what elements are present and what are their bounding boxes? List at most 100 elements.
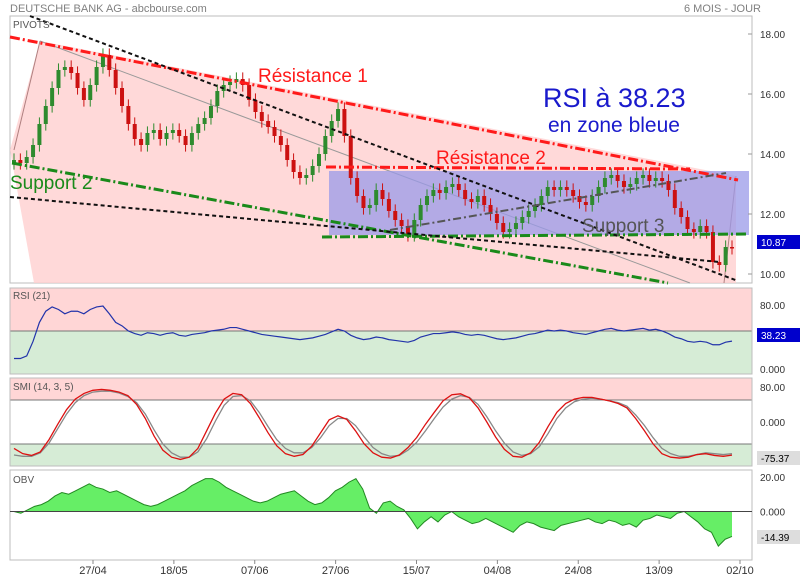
candle-body (177, 130, 182, 136)
smi-fast-line (13, 388, 733, 461)
rsi-panel: 80.00 0.000 RSI (21) 38.23 (9, 287, 800, 376)
candle-body (399, 220, 404, 226)
candle-body (291, 160, 296, 172)
candle-body (18, 160, 23, 163)
candle-body (208, 106, 213, 118)
candle-body (469, 199, 474, 202)
candle-body (272, 127, 277, 136)
candle-body (583, 202, 588, 205)
candle-body (189, 133, 194, 145)
x-tick-label: 07/06 (241, 565, 269, 577)
candle-body (564, 187, 569, 190)
x-tick-label: 27/04 (79, 565, 107, 577)
candle-body (94, 67, 99, 85)
candle-body (393, 211, 398, 220)
candle-body (310, 166, 315, 175)
candle-body (615, 175, 620, 181)
candle-body (621, 181, 626, 187)
candle-body (145, 133, 150, 145)
smi-oversold-zone (10, 444, 752, 466)
candle-body (164, 133, 169, 139)
candle-body (120, 88, 125, 106)
candle-body (278, 136, 283, 145)
candle-body (704, 226, 709, 232)
price-panel-label: PIVOTS (13, 20, 50, 31)
candle-body (113, 70, 118, 88)
candle-body (450, 184, 455, 187)
candle-body (418, 205, 423, 220)
candle-body (552, 187, 557, 190)
candle-body (367, 205, 372, 208)
candle-body (634, 178, 639, 184)
candle-body (717, 262, 722, 265)
smi-tick-label: 80.00 (760, 383, 785, 394)
rsi-tick-label: 0.000 (760, 365, 785, 376)
candle-body (348, 136, 353, 178)
rsi-last-value: 38.23 (761, 331, 786, 342)
obv-tick-label: 20.00 (760, 473, 785, 484)
obv-line (13, 478, 733, 548)
rsi-line (14, 305, 733, 360)
candle-body (628, 184, 633, 187)
candle-body (342, 109, 347, 136)
price-tick-label: 10.00 (760, 270, 785, 281)
channel-mid-line (39, 40, 691, 284)
rsi-frame (9, 287, 753, 375)
annotation-support-2: Support 2 (10, 173, 92, 194)
annotation-resistance-1: Résistance 1 (258, 66, 368, 87)
candle-body (685, 217, 690, 229)
candle-body (316, 154, 321, 166)
smi-tick-label: 0.000 (760, 418, 785, 429)
price-tick-label: 12.00 (760, 210, 785, 221)
candle-body (520, 217, 525, 223)
candle-body (81, 88, 86, 100)
candle-body (602, 178, 607, 187)
smi-last-value: -75.37 (761, 454, 790, 465)
candle-body (329, 121, 334, 136)
candle-body (336, 109, 341, 121)
candle-body (501, 223, 506, 232)
candle-body (100, 55, 105, 67)
obv-value-badge (757, 530, 800, 544)
candle-body (494, 214, 499, 223)
obv-area (14, 478, 732, 547)
x-tick-label: 24/08 (564, 565, 592, 577)
candle-body (596, 187, 601, 196)
candle-body (507, 229, 512, 232)
candle-body (609, 175, 614, 178)
candle-body (266, 121, 271, 127)
candle-body (558, 187, 563, 190)
price-tick-label: 14.00 (760, 150, 785, 161)
rsi-panel-label: RSI (21) (13, 291, 50, 302)
candle-body (183, 136, 188, 145)
candle-body (50, 88, 55, 106)
support-3-line (321, 232, 747, 239)
smi-overbought-zone (10, 378, 752, 400)
smi-panel: 80.00 0.000 SMI (14, 3, 5) -75.37 (9, 377, 800, 467)
candle-body (139, 139, 144, 145)
candle-body (304, 175, 309, 178)
candle-body (463, 190, 468, 199)
resistance-1-line (9, 35, 739, 182)
candle-body (431, 190, 436, 196)
candle-body (545, 187, 550, 196)
candle-body (723, 247, 728, 265)
channel-left-edge (13, 40, 41, 151)
candle-body (151, 130, 156, 133)
candle-body (285, 145, 290, 160)
candle-body (355, 178, 360, 196)
candle-body (247, 85, 252, 100)
candle-body (590, 196, 595, 205)
rsi-value-badge (757, 328, 800, 342)
x-tick-label: 13/09 (645, 565, 673, 577)
candle-body (513, 223, 518, 229)
candle-body (425, 196, 430, 205)
candle-body (679, 208, 684, 217)
candle-body (405, 226, 410, 235)
candle-body (297, 172, 302, 178)
candle-body (533, 205, 538, 211)
candle-body (24, 157, 29, 163)
candle-body (526, 211, 531, 217)
